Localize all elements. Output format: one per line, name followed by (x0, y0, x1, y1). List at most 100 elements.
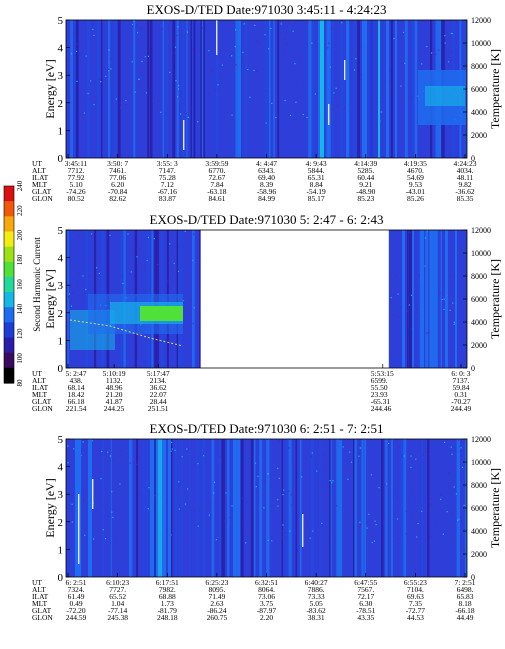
info-cell: -74.26 (66, 187, 86, 196)
info-cell: -72.77 (406, 606, 426, 615)
info-row-label: ILAT (32, 592, 49, 601)
spectrogram-speckle (231, 505, 233, 507)
spectrogram-speckle (444, 42, 446, 44)
spectrogram-speckle (321, 522, 323, 524)
spectrogram-speckle (305, 22, 308, 24)
panel-3: EXOS-D/TED Date:971030 6: 2:51 - 7: 2:51… (32, 421, 502, 622)
spectrogram-speckle (380, 111, 382, 113)
spectrogram-speckle (82, 441, 84, 443)
spectrogram-speckle (424, 237, 426, 239)
info-cell: 2.63 (210, 599, 223, 608)
colorbar-tick-label: 240 (16, 180, 24, 191)
info-cell: 22.07 (150, 390, 167, 399)
spectrogram-streak (192, 20, 194, 158)
y-tick-label: 4 (58, 462, 64, 474)
spectrogram-speckle (193, 307, 195, 309)
info-row-label: UT (32, 369, 42, 378)
spectrogram-speckle (166, 529, 168, 531)
spectrogram-speckle (107, 451, 109, 453)
colorbar-swatch (4, 337, 14, 354)
spectrogram-speckle (349, 451, 351, 453)
spectrogram-speckle (178, 508, 180, 510)
info-cell: 6:10:23 (106, 578, 129, 587)
spectrogram-streak (102, 439, 105, 577)
info-cell: 3.75 (260, 599, 273, 608)
spectrogram-streak (172, 20, 176, 158)
spectrogram-speckle (231, 114, 233, 116)
info-cell: 38.31 (308, 613, 325, 622)
y-right-tick-label: 6000 (471, 504, 487, 513)
spectrogram-speckle (108, 70, 110, 72)
spectrogram-streak (354, 439, 357, 577)
spectrogram-speckle (184, 230, 186, 232)
y-right-tick-label: 4000 (471, 527, 487, 536)
temperature-trace (216, 20, 218, 55)
info-cell: 6:55:23 (404, 578, 427, 587)
spectrogram-speckle (443, 298, 445, 300)
colorbar-tick-label: 140 (16, 303, 24, 314)
spectrogram-speckle (93, 538, 95, 540)
spectrogram-speckle (258, 43, 260, 45)
spectrogram-speckle (295, 101, 297, 103)
spectrogram-speckle (389, 70, 391, 72)
info-row-label: ALT (32, 166, 46, 175)
info-cell: 7886. (308, 585, 325, 594)
spectrogram-speckle (105, 82, 108, 84)
spectrogram-streak (330, 439, 333, 577)
info-cell: 72.17 (357, 592, 374, 601)
info-cell: 85.26 (407, 194, 424, 203)
spectrogram-speckle (388, 442, 390, 445)
spectrogram-speckle (309, 537, 311, 539)
info-row-label: UT (32, 578, 42, 587)
colorbar-swatch (4, 322, 14, 339)
spectrogram-speckle (229, 517, 231, 519)
temperature-trace (78, 494, 80, 564)
bright-band (88, 439, 92, 577)
spectrogram-speckle (253, 69, 255, 71)
info-cell: 4670. (407, 166, 424, 175)
spectrogram-speckle (140, 85, 142, 87)
spectrogram-speckle (171, 448, 173, 450)
bright-patch (425, 86, 465, 106)
info-row-label: MLT (32, 599, 48, 608)
spectrogram-speckle (68, 293, 70, 295)
spectrogram-streak (400, 439, 404, 577)
colorbar-swatch (4, 231, 14, 248)
spectrogram-speckle (408, 467, 410, 469)
spectrogram-streak (390, 439, 393, 577)
info-cell: 8.39 (260, 180, 273, 189)
spectrogram-speckle (90, 257, 92, 259)
y-right-tick-label: 8000 (471, 272, 487, 281)
info-cell: 0.49 (69, 599, 82, 608)
spectrogram-speckle (138, 78, 140, 80)
panel-title: EXOS-D/TED Date:971030 6: 2:51 - 7: 2:51 (150, 421, 384, 436)
spectrogram-speckle (399, 446, 401, 448)
temperature-trace (69, 319, 184, 347)
spectrogram-speckle (145, 527, 147, 529)
spectrogram-speckle (360, 73, 362, 76)
info-cell: -70.84 (108, 187, 128, 196)
info-cell: 7104. (407, 585, 424, 594)
spectrogram-streak (440, 230, 442, 368)
spectrogram-streak (364, 439, 367, 577)
colorbar-tick-label: 100 (16, 353, 24, 364)
info-cell: 251.51 (148, 404, 169, 413)
spectrogram-speckle (451, 453, 453, 455)
spectrogram-speckle (442, 533, 444, 535)
spectrogram-streak (227, 439, 230, 577)
spectrogram-speckle (75, 50, 78, 52)
spectrogram-streak (129, 439, 131, 577)
spectrogram-speckle (359, 521, 361, 523)
spectrogram-speckle (268, 48, 270, 50)
spectrogram-speckle (96, 267, 98, 269)
spectrogram-speckle (288, 490, 290, 492)
spectrogram-speckle (177, 26, 179, 28)
spectrogram-speckle (146, 259, 148, 262)
info-cell: 71.49 (208, 592, 225, 601)
bright-band (158, 439, 162, 577)
spectrogram-speckle (176, 266, 178, 268)
panel-1: EXOS-D/TED Date:971030 3:45:11 - 4:24:23… (32, 2, 502, 203)
spectrogram-streak (267, 20, 270, 158)
spectrogram-streak (259, 439, 263, 577)
spectrogram-speckle (410, 466, 412, 468)
